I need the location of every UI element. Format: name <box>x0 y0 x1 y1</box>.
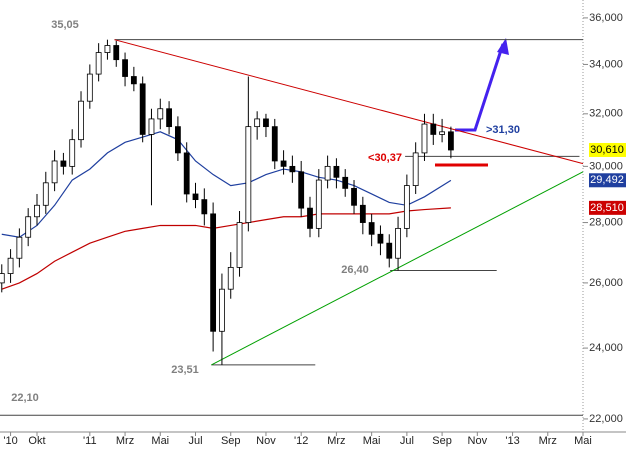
candle-body <box>25 216 32 238</box>
candle-body <box>254 118 261 128</box>
x-tick-label: Sep <box>221 435 241 447</box>
candle-body <box>174 126 181 154</box>
candle-body <box>448 131 454 151</box>
candle-body <box>139 83 146 135</box>
candle-body <box>359 204 366 223</box>
candle-body <box>421 123 428 154</box>
moving-average <box>1 131 452 238</box>
candle-body <box>368 222 375 235</box>
candle-body <box>78 100 84 141</box>
last-value-box <box>589 173 626 188</box>
y-tick-label: 26,000 <box>589 277 623 289</box>
candle-body <box>122 59 128 77</box>
candle-body <box>104 45 111 53</box>
candle-body <box>236 222 243 268</box>
y-tick-label: 32,000 <box>589 108 623 120</box>
y-tick-label: 36,000 <box>589 12 623 24</box>
y-tick-label: 34,000 <box>589 58 623 70</box>
moving-average <box>1 207 451 290</box>
x-tick-label: '13 <box>505 435 519 447</box>
x-tick-label: Jul <box>400 435 414 447</box>
candle-body <box>439 131 445 135</box>
candle-body <box>307 207 313 229</box>
y-tick-label: 22,000 <box>589 413 623 425</box>
x-tick-label: Mrz <box>327 435 345 447</box>
x-tick-label: Nov <box>256 435 276 447</box>
trendline <box>211 171 584 366</box>
level-label: 26,40 <box>341 264 369 276</box>
candle-body <box>210 213 217 332</box>
x-tick-label: Nov <box>468 435 488 447</box>
x-tick-label: '12 <box>294 435 308 447</box>
annotation: >31,30 <box>486 124 520 136</box>
candle-body <box>34 204 40 218</box>
x-tick-label: '10 <box>3 435 17 447</box>
level-label: 22,10 <box>11 392 39 404</box>
candle-body <box>395 227 401 259</box>
arrow-line <box>455 43 505 132</box>
candle-body <box>351 187 357 206</box>
level-label: <30,37 <box>368 152 402 164</box>
candle-body <box>201 199 208 215</box>
x-tick-label: Mai <box>574 435 592 447</box>
candle-body <box>16 236 23 259</box>
candle-body <box>298 171 305 209</box>
candle-body <box>42 182 49 206</box>
candle-body <box>192 193 199 201</box>
candle-body <box>86 73 93 102</box>
x-tick-label: Okt <box>28 435 45 447</box>
candle-body <box>69 139 76 167</box>
candle-body <box>148 118 155 135</box>
candle-body <box>95 52 102 75</box>
level-label: 35,05 <box>51 19 79 31</box>
last-value-label: 30,610 <box>590 144 624 156</box>
x-tick-label: Sep <box>432 435 452 447</box>
last-value-label: 28,510 <box>590 202 624 214</box>
candle-body <box>183 152 190 195</box>
candle-body <box>430 123 437 135</box>
x-tick-label: '11 <box>83 435 97 447</box>
candle-body <box>280 160 287 167</box>
candle-body <box>245 126 252 223</box>
candle-body <box>342 176 349 189</box>
candle-body <box>263 118 269 128</box>
candle-body <box>289 165 296 173</box>
x-tick-label: Jul <box>188 435 202 447</box>
candle-body <box>7 257 14 274</box>
last-value-label: 29,492 <box>590 174 624 186</box>
x-tick-label: Mrz <box>116 435 134 447</box>
candle-body <box>271 126 278 162</box>
candle-body <box>157 108 164 120</box>
candle-body <box>51 160 58 184</box>
candle-body <box>333 165 340 178</box>
candle-body <box>386 242 393 259</box>
candle-body <box>227 266 234 290</box>
candle-body <box>315 179 322 229</box>
candle-body <box>166 108 172 128</box>
candle-body <box>403 185 410 229</box>
candle-body <box>219 288 225 332</box>
candle-body <box>60 160 67 167</box>
candle-body <box>0 273 5 284</box>
trendline <box>114 39 584 165</box>
candle-body <box>113 45 120 61</box>
last-value-box <box>589 200 626 215</box>
y-tick-label: 24,000 <box>589 342 623 354</box>
y-tick-label: 30,000 <box>589 160 623 172</box>
arrow-head <box>497 38 509 55</box>
x-tick-label: Mai <box>363 435 381 447</box>
x-tick-label: Mrz <box>539 435 557 447</box>
candle-body <box>130 76 137 85</box>
candle-body <box>324 165 331 181</box>
last-value-box <box>589 142 626 157</box>
candle-body <box>412 152 419 186</box>
candle-body <box>377 233 384 244</box>
x-tick-label: Mai <box>151 435 169 447</box>
y-tick-label: 28,000 <box>589 216 623 228</box>
level-label: 23,51 <box>171 364 199 376</box>
